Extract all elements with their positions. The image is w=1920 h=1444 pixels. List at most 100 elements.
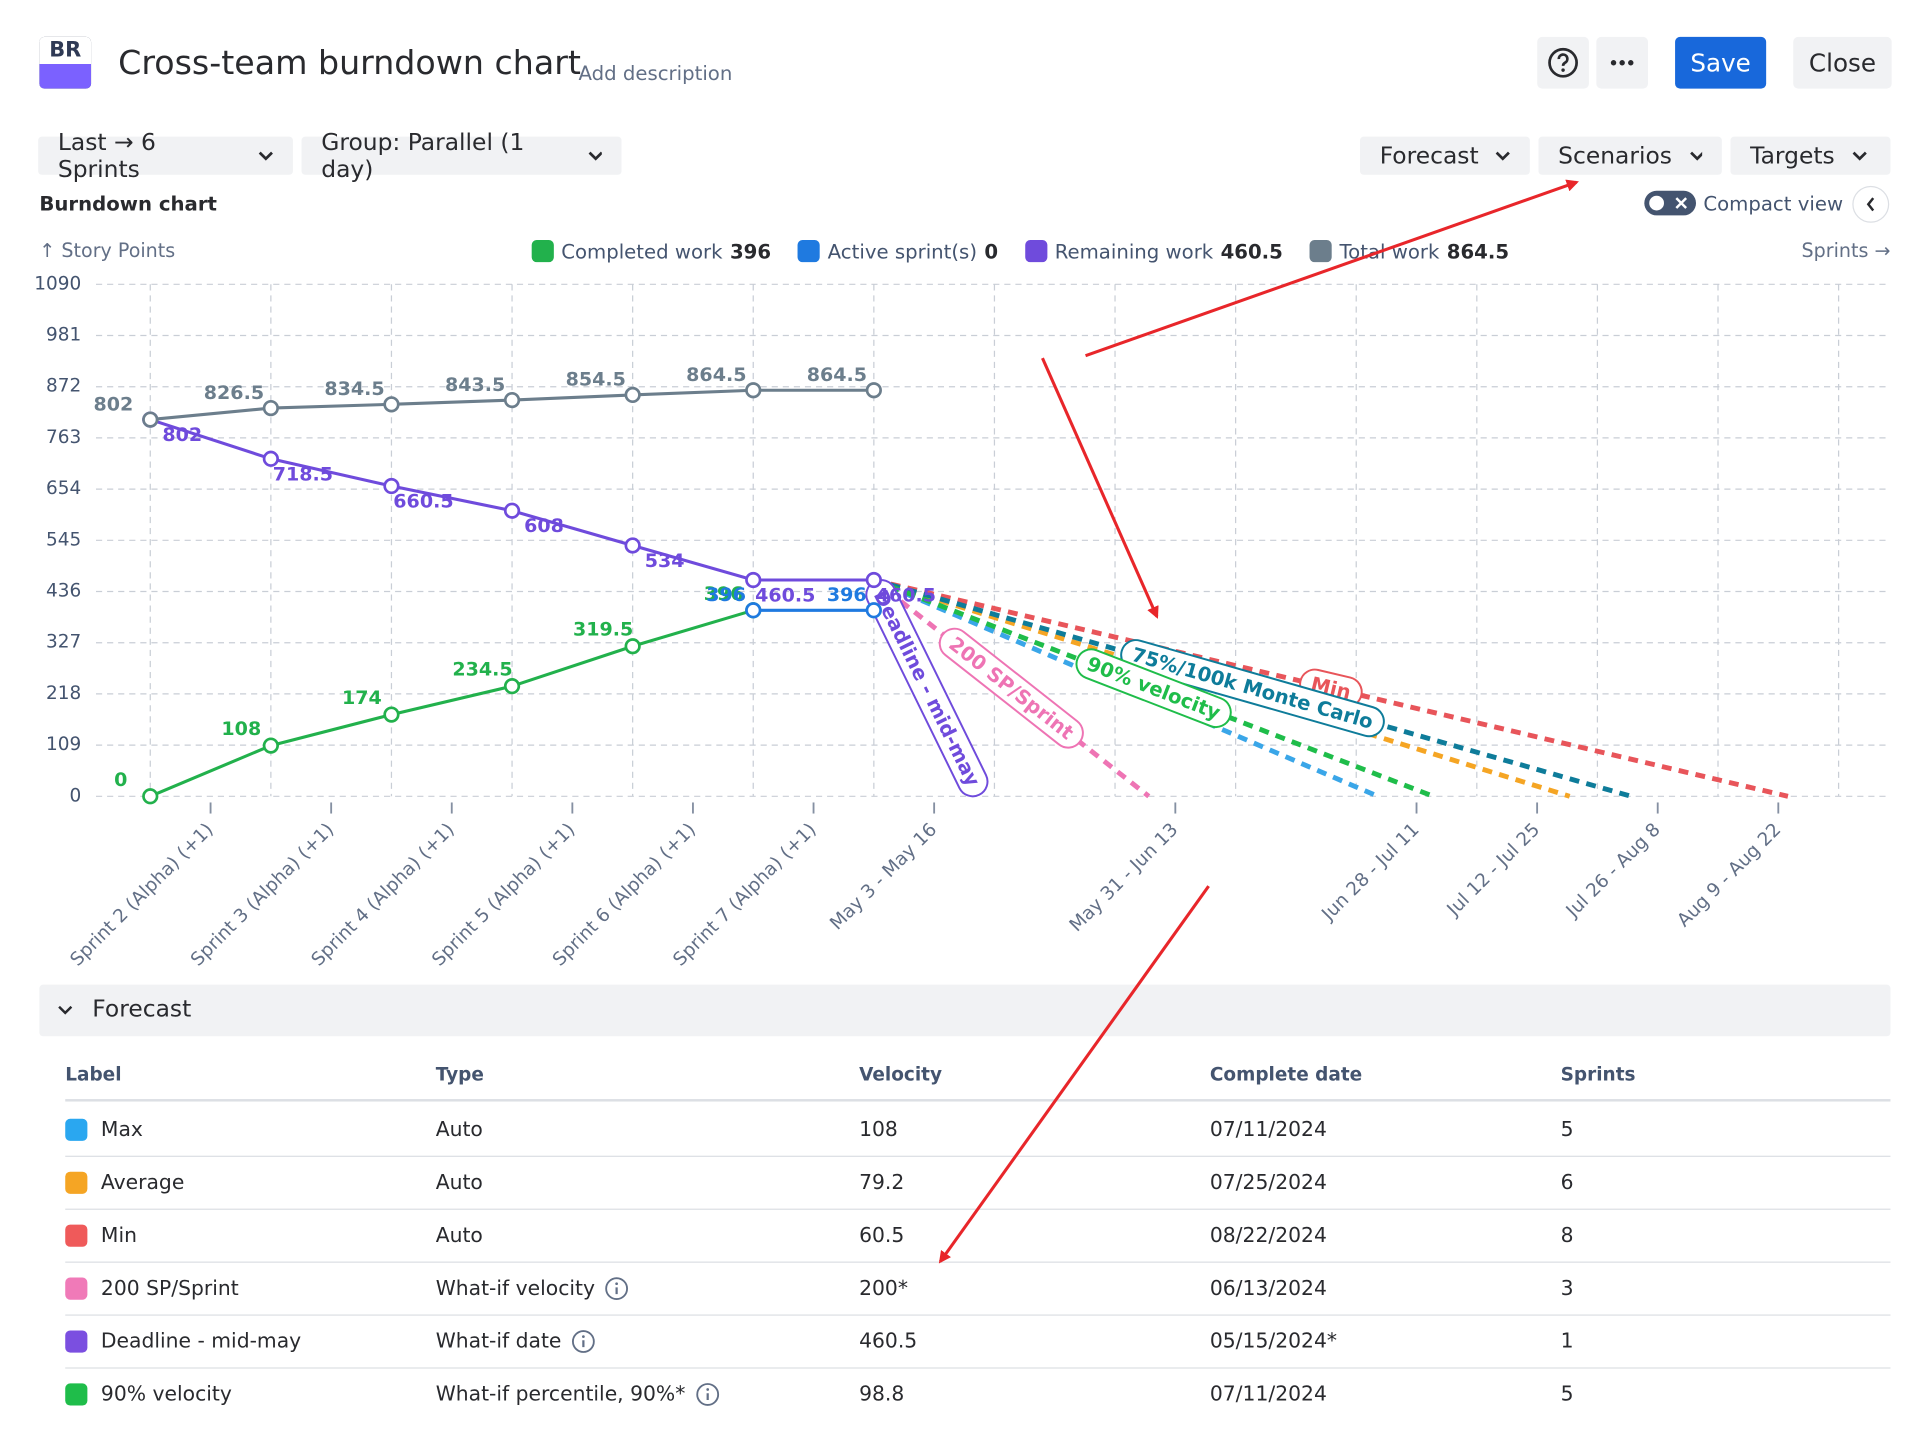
data-label: 802 <box>162 424 202 446</box>
data-label: 396 <box>704 583 744 605</box>
row-label: 200 SP/Sprint <box>100 1276 239 1300</box>
velocity-cell: 98.8 <box>859 1367 904 1420</box>
y-tick-label: 872 <box>46 376 81 397</box>
y-axis-label: ↑ Story Points <box>39 239 176 263</box>
forecast-dropdown[interactable]: Forecast <box>1359 136 1530 175</box>
info-icon[interactable] <box>605 1276 630 1301</box>
sprints-cell: 6 <box>1561 1156 1574 1209</box>
data-point <box>745 602 762 619</box>
x-tick-label: Aug 9 - Aug 22 <box>1673 819 1785 931</box>
save-button[interactable]: Save <box>1675 36 1767 89</box>
y-tick-label: 763 <box>46 427 81 448</box>
logo-text: BR <box>39 36 92 64</box>
group-dropdown[interactable]: Group: Parallel (1 day) <box>301 129 622 183</box>
logo: BR <box>39 36 92 89</box>
compact-label: Compact view <box>1703 191 1844 216</box>
velocity-cell: 460.5 <box>859 1314 917 1367</box>
data-point <box>865 602 882 619</box>
help-icon <box>1548 47 1578 78</box>
chart-title: Burndown chart <box>39 191 217 216</box>
info-icon[interactable] <box>571 1329 596 1354</box>
data-point <box>745 571 762 589</box>
velocity-cell: 60.5 <box>859 1209 904 1262</box>
chevron <box>1496 151 1511 161</box>
x-axis-label: Sprints → <box>1801 239 1891 263</box>
x-tick-label: Jul 12 - Jul 25 <box>1443 819 1545 921</box>
add-description[interactable]: Add description <box>578 61 733 85</box>
data-label: 319.5 <box>573 619 633 641</box>
pill-background <box>1120 639 1385 738</box>
complete-date-cell: 07/25/2024 <box>1210 1156 1327 1209</box>
targets-dropdown[interactable]: Targets <box>1730 136 1891 175</box>
velocity: 200* <box>859 1276 908 1300</box>
data-label: 660.5 <box>393 491 453 513</box>
sprints-cell: 1 <box>1561 1314 1574 1367</box>
legend-name: Completed work <box>561 239 723 263</box>
range-dropdown[interactable]: Last → 6 Sprints <box>38 129 293 183</box>
label-cell: Deadline - mid-may <box>65 1314 301 1367</box>
pill-background <box>1075 648 1232 729</box>
row-swatch <box>65 1276 88 1300</box>
close-button[interactable]: Close <box>1793 36 1892 89</box>
data-point <box>745 382 762 399</box>
toggle-knob <box>1649 195 1664 211</box>
page-title: Cross-team burndown chart <box>118 44 581 83</box>
legend-swatch <box>798 239 821 263</box>
legend-name: Active sprint(s) <box>827 239 977 263</box>
data-point <box>503 502 521 519</box>
velocity: 79.2 <box>859 1170 905 1194</box>
y-tick-label: 654 <box>46 478 81 499</box>
row-label: Min <box>100 1223 137 1247</box>
complete-date: 07/11/2024 <box>1209 1382 1327 1406</box>
data-label: 608 <box>524 515 564 537</box>
help-button[interactable] <box>1537 36 1589 89</box>
forecast-line <box>872 577 1379 799</box>
more-icon <box>1610 60 1634 66</box>
y-tick-label: 0 <box>69 785 81 806</box>
sprints: 8 <box>1560 1223 1574 1247</box>
more-button[interactable] <box>1596 36 1648 89</box>
collapse-button[interactable] <box>1852 185 1890 223</box>
type: Auto <box>435 1223 483 1247</box>
complete-date: 07/11/2024 <box>1209 1117 1327 1141</box>
row-label: 90% velocity <box>100 1382 232 1406</box>
toggle-x <box>1675 197 1688 209</box>
data-label: 864.5 <box>807 364 867 386</box>
info-icon[interactable] <box>695 1382 720 1407</box>
x-tick-label: Jun 28 - Jul 11 <box>1317 819 1423 925</box>
chevron <box>259 151 274 161</box>
data-point <box>624 537 641 554</box>
complete-date-cell: 07/11/2024 <box>1210 1103 1327 1156</box>
row-label: Deadline - mid-may <box>100 1329 302 1353</box>
scenarios-dropdown[interactable]: Scenarios <box>1538 136 1722 175</box>
y-tick-label: 109 <box>46 734 81 755</box>
forecast-header[interactable]: Forecast <box>39 984 1891 1037</box>
data-label: 718.5 <box>273 463 333 485</box>
column-header: Label <box>65 1063 122 1086</box>
complete-date-cell: 08/22/2024 <box>1210 1209 1327 1262</box>
legend-item: Completed work 396 <box>531 239 771 263</box>
type-cell: What-if date <box>436 1314 596 1367</box>
label-cell: Min <box>65 1209 137 1262</box>
column-header: Type <box>435 1063 484 1086</box>
data-point <box>142 788 159 805</box>
y-tick-label: 1090 <box>34 273 81 294</box>
velocity-cell: 200* <box>859 1262 908 1315</box>
chevron <box>588 151 602 161</box>
dropdown-label: Scenarios <box>1558 142 1672 170</box>
y-tick-label: 218 <box>46 683 81 704</box>
type-cell: Auto <box>436 1103 483 1156</box>
sprints: 3 <box>1560 1276 1574 1300</box>
chevron <box>1852 151 1867 161</box>
data-point <box>262 399 279 417</box>
legend-swatch <box>1025 239 1048 263</box>
data-point <box>262 737 279 754</box>
velocity-cell: 79.2 <box>859 1156 904 1209</box>
complete-date: 06/13/2024 <box>1209 1276 1327 1300</box>
compact-toggle[interactable] <box>1644 190 1696 216</box>
type: What-if percentile, 90%* <box>435 1382 686 1406</box>
legend-item: Active sprint(s) 0 <box>798 239 998 263</box>
column-header: Velocity <box>859 1063 943 1086</box>
label-cell: Max <box>65 1103 143 1156</box>
